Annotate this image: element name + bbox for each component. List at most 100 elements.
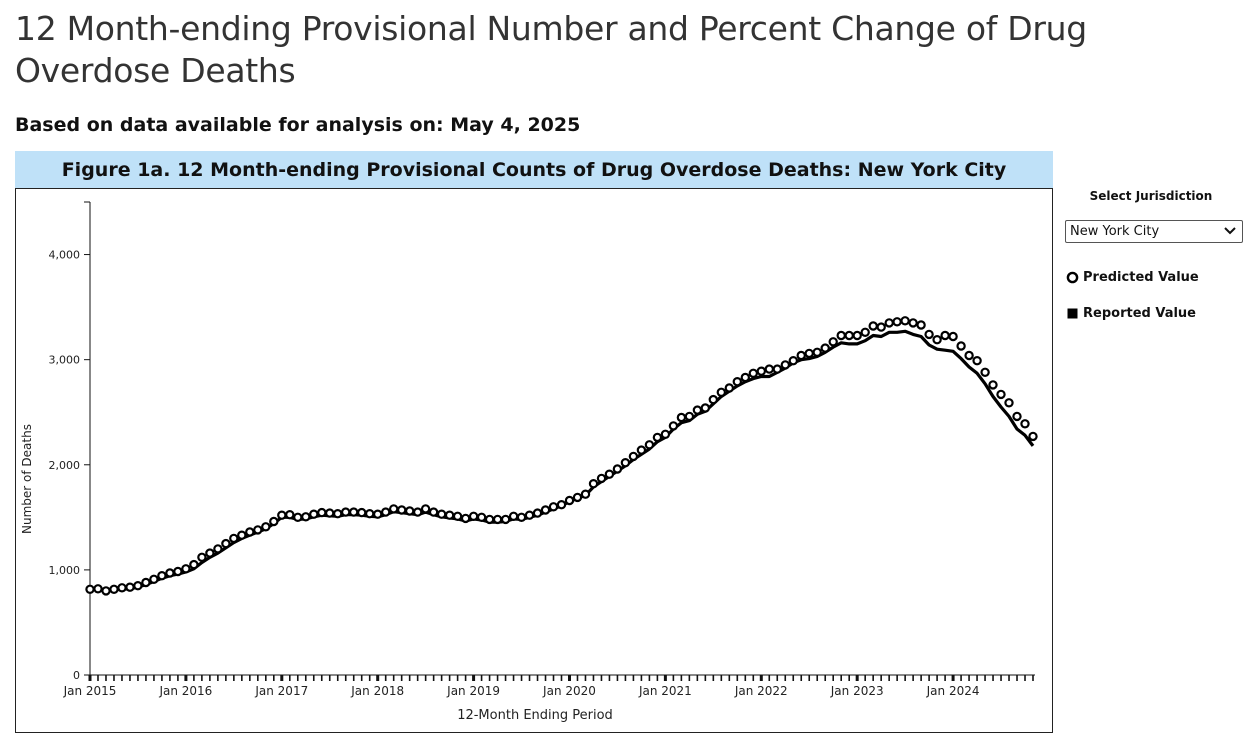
predicted-point (964, 350, 974, 361)
predicted-point (109, 584, 119, 594)
predicted-point (468, 511, 479, 521)
predicted-point (836, 330, 846, 341)
legend-reported-label: Reported Value (1083, 306, 1196, 321)
jurisdiction-selected-value: New York City (1070, 224, 1160, 239)
predicted-point (916, 320, 926, 330)
predicted-point (149, 574, 159, 584)
predicted-point (844, 330, 854, 341)
figure-banner: Figure 1a. 12 Month-ending Provisional C… (15, 151, 1053, 188)
predicted-point (812, 347, 822, 357)
legend-item-predicted[interactable]: Predicted Value (1066, 270, 1199, 285)
predicted-point (996, 389, 1006, 400)
predicted-point (820, 343, 830, 353)
predicted-point (548, 502, 559, 512)
predicted-point (333, 509, 343, 519)
predicted-point (892, 317, 902, 327)
predicted-point (213, 544, 223, 554)
y-tick-label: 2,000 (49, 459, 81, 472)
predicted-point (221, 538, 231, 549)
reported-series-line (89, 329, 1035, 592)
predicted-point (740, 372, 751, 383)
predicted-point (876, 322, 886, 332)
predicted-point (261, 522, 271, 532)
predicted-point (245, 527, 255, 537)
predicted-point (492, 514, 503, 525)
predicted-point (325, 508, 335, 518)
predicted-point (828, 337, 838, 347)
x-tick-label: Jan 2021 (638, 684, 692, 698)
predicted-point (596, 473, 607, 484)
predicted-point (972, 355, 982, 366)
predicted-point (1028, 431, 1038, 442)
x-tick-label: Jan 2024 (926, 684, 980, 698)
predicted-point (428, 507, 439, 517)
predicted-point (980, 367, 990, 377)
predicted-point (157, 571, 167, 581)
select-jurisdiction-label: Select Jurisdiction (1089, 189, 1213, 203)
predicted-point (237, 530, 247, 540)
predicted-point (532, 508, 543, 518)
predicted-point (373, 509, 383, 519)
predicted-point (884, 318, 894, 328)
predicted-point (277, 510, 287, 520)
predicted-point (317, 507, 327, 518)
x-tick-label: Jan 2017 (254, 684, 308, 698)
predicted-point (309, 509, 319, 519)
predicted-point (700, 403, 711, 413)
predicted-point (205, 548, 215, 558)
x-tick-label: Jan 2020 (542, 684, 596, 698)
legend-predicted-label: Predicted Value (1083, 270, 1199, 285)
predicted-point (924, 329, 934, 340)
predicted-point (588, 479, 599, 489)
y-axis-label: Number of Deaths (20, 424, 34, 534)
x-tick-label: Jan 2019 (446, 684, 500, 698)
predicted-point (381, 507, 391, 517)
jurisdiction-select[interactable]: New York City (1065, 220, 1243, 243)
predicted-point (940, 330, 950, 341)
predicted-point (780, 360, 791, 370)
predicted-point (1004, 398, 1014, 408)
predicted-point (748, 368, 759, 378)
predicted-point (732, 376, 743, 387)
predicted-point (988, 380, 998, 390)
predicted-point (668, 421, 679, 431)
predicted-point (484, 514, 495, 525)
data-date-subtitle: Based on data available for analysis on:… (15, 114, 581, 136)
predicted-point (804, 348, 814, 359)
x-axis-label: 12-Month Ending Period (457, 708, 613, 723)
legend-item-reported[interactable]: Reported Value (1066, 306, 1196, 321)
predicted-point (500, 514, 511, 525)
predicted-point (620, 458, 631, 468)
predicted-point (365, 509, 375, 519)
predicted-point (476, 512, 487, 522)
y-tick-label: 3,000 (49, 354, 81, 367)
predicted-point (117, 583, 127, 593)
x-tick-label: Jan 2023 (830, 684, 884, 698)
predicted-point (189, 559, 199, 570)
predicted-point (101, 586, 111, 596)
predicted-point (860, 327, 870, 337)
predicted-point (540, 505, 551, 515)
predicted-point (125, 582, 135, 592)
chart-series (85, 316, 1038, 596)
predicted-point (772, 364, 783, 374)
predicted-point (420, 504, 431, 514)
predicted-point (628, 451, 639, 462)
predicted-point (173, 566, 183, 577)
predicted-point (900, 316, 910, 326)
predicted-point (692, 405, 703, 415)
page-title: 12 Month-ending Provisional Number and P… (15, 9, 1087, 90)
x-tick-label: Jan 2022 (734, 684, 788, 698)
predicted-point (580, 489, 591, 499)
open-circle-icon (1066, 271, 1079, 284)
predicted-point (181, 564, 191, 574)
predicted-point (756, 366, 767, 376)
predicted-point (556, 500, 567, 510)
predicted-point (908, 318, 918, 328)
x-tick-label: Jan 2016 (158, 684, 212, 698)
x-axis: Jan 2015 Jan 2016 Jan 2017 Jan 2018 Jan 2019… (63, 674, 1035, 698)
filled-square-icon (1067, 308, 1078, 319)
predicted-point (93, 584, 103, 594)
chevron-down-icon (1224, 227, 1236, 235)
predicted-point (604, 469, 615, 479)
